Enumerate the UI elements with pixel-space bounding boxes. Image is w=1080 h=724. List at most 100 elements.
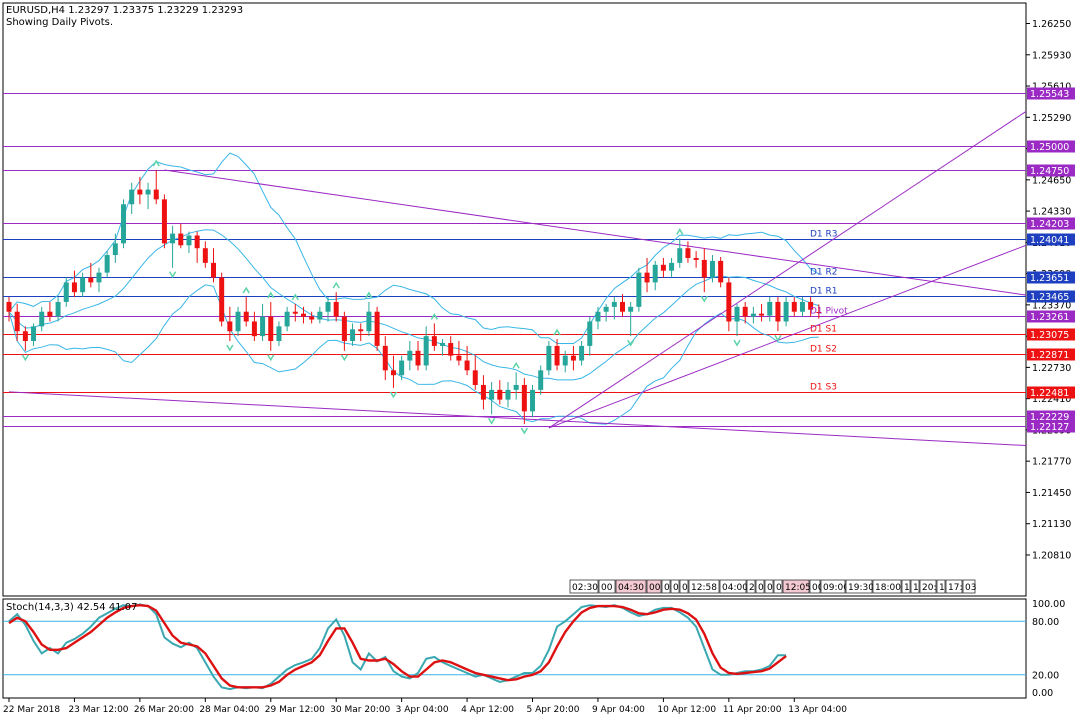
pivot-price-tag-label: 1.23261 — [1030, 312, 1069, 323]
fractal-up-marker — [676, 227, 684, 235]
session-box — [936, 579, 946, 594]
candle-body — [31, 326, 37, 342]
stochastic-lines — [3, 603, 1026, 691]
candle-body — [399, 360, 405, 376]
candle-body — [202, 248, 208, 263]
session-box-label: 04:00 — [722, 583, 748, 593]
candle-body — [333, 301, 339, 317]
session-box-label: 00 — [649, 583, 661, 593]
candle-body — [652, 264, 658, 283]
candle-body — [521, 384, 527, 412]
candle-body — [554, 345, 560, 366]
pivot-level-label: D1 R2 — [810, 268, 838, 278]
stochastic-pane[interactable]: Stoch(14,3,3) 42.54 41.07 — [2, 598, 1027, 699]
trend-lines[interactable] — [8, 111, 1027, 447]
candle-body — [71, 282, 77, 293]
candle-body — [390, 370, 396, 376]
price-tick-label: 1.20810 — [1032, 550, 1071, 561]
trend-line — [164, 169, 1027, 296]
fractal-down-marker — [168, 271, 177, 279]
candle-body — [374, 311, 380, 346]
pivot-price-tag-label: 1.25000 — [1030, 142, 1069, 153]
candle-body — [718, 260, 724, 283]
pivot-price-tag — [1027, 140, 1075, 153]
candle-body — [243, 311, 249, 322]
candle-body — [628, 306, 634, 312]
candle-body — [750, 313, 756, 317]
time-tick-label: 28 Mar 04:00 — [199, 705, 259, 715]
session-box-label: 18:00 — [875, 583, 901, 593]
candle-body — [366, 311, 372, 332]
pivot-price-tag — [1027, 328, 1075, 341]
candle-body — [734, 306, 740, 322]
candle-body — [701, 259, 707, 278]
candle-body — [480, 384, 486, 400]
upper-band — [8, 152, 820, 344]
session-box-label: 0 — [664, 583, 670, 593]
stochastic-tick-label: 0.00 — [1032, 688, 1053, 699]
fractal-up-marker — [267, 291, 275, 299]
session-box-label: 0 — [682, 583, 688, 593]
candle-body — [464, 360, 470, 371]
candle-body — [178, 233, 184, 246]
candle-body — [170, 233, 176, 244]
pivot-price-tag — [1027, 310, 1075, 323]
pivot-price-tag-label: 1.23465 — [1030, 292, 1069, 303]
pivot-price-tag-label: 1.23075 — [1030, 330, 1069, 341]
candle-body — [431, 336, 437, 346]
session-box — [598, 579, 616, 594]
stochastic-tick-label: 80.00 — [1032, 617, 1059, 628]
time-tick-label: 3 Apr 04:00 — [396, 705, 449, 715]
pivot-price-tag-label: 1.23651 — [1030, 273, 1069, 284]
candle-body — [325, 301, 331, 312]
candle-body — [685, 248, 691, 258]
candle-body — [636, 272, 642, 307]
time-tick-label: 26 Mar 20:00 — [134, 705, 194, 715]
price-pane[interactable]: D1 R3 D1 R2 D1 R1 D1 Pivot D1 S1 D1 S2 D1 S3 0… — [2, 2, 1027, 597]
price-tick-label: 1.25930 — [1032, 50, 1071, 61]
pivot-price-tag — [1027, 233, 1075, 246]
candle-body — [6, 301, 12, 312]
session-box-label: 2 — [749, 583, 755, 593]
candle-body — [80, 277, 86, 293]
fractal-markers — [21, 159, 782, 435]
candle-body — [669, 262, 675, 271]
session-box — [679, 579, 689, 594]
pivot-price-tag-label: 1.24750 — [1030, 166, 1069, 177]
fractal-up-marker — [152, 159, 160, 167]
candle-body — [292, 311, 298, 314]
candle-body — [472, 370, 478, 385]
fractal-up-marker — [291, 293, 299, 301]
candle-body — [620, 301, 625, 312]
fractal-down-marker — [627, 339, 635, 347]
session-box — [764, 579, 774, 594]
session-box-label: 02:30 — [572, 583, 598, 593]
session-box-label: 19:30 — [848, 583, 874, 593]
pivot-price-tag — [1027, 87, 1075, 100]
fractal-down-marker — [733, 339, 741, 347]
candle-body — [709, 260, 715, 278]
candle-body — [251, 321, 257, 337]
candle-body — [546, 345, 552, 371]
time-axis[interactable]: 22 Mar 2018 23 Mar 12:00 26 Mar 20:00 28 Ma… — [3, 698, 847, 715]
candle-body — [505, 389, 511, 400]
candle-body — [456, 355, 462, 361]
trend-line — [548, 244, 1027, 429]
candle-body — [791, 301, 797, 312]
pivot-level-label: D1 Pivot — [810, 307, 848, 317]
session-box — [661, 579, 671, 594]
candle-body — [742, 306, 748, 317]
session-box — [809, 579, 821, 594]
pivot-price-tag — [1027, 164, 1075, 177]
pivot-price-tag-label: 1.22229 — [1030, 412, 1069, 423]
candle-body — [538, 370, 544, 390]
candle-body — [88, 277, 94, 283]
candle-body — [235, 311, 241, 332]
fractal-down-marker — [520, 427, 528, 435]
time-tick-label: 13 Apr 04:00 — [788, 705, 847, 715]
session-box-label: 1 — [939, 583, 945, 593]
session-box-label: 20: — [922, 583, 936, 593]
price-axis[interactable]: 1.262501.259301.256101.252901.249701.246… — [1026, 19, 1075, 561]
session-box — [782, 579, 810, 594]
